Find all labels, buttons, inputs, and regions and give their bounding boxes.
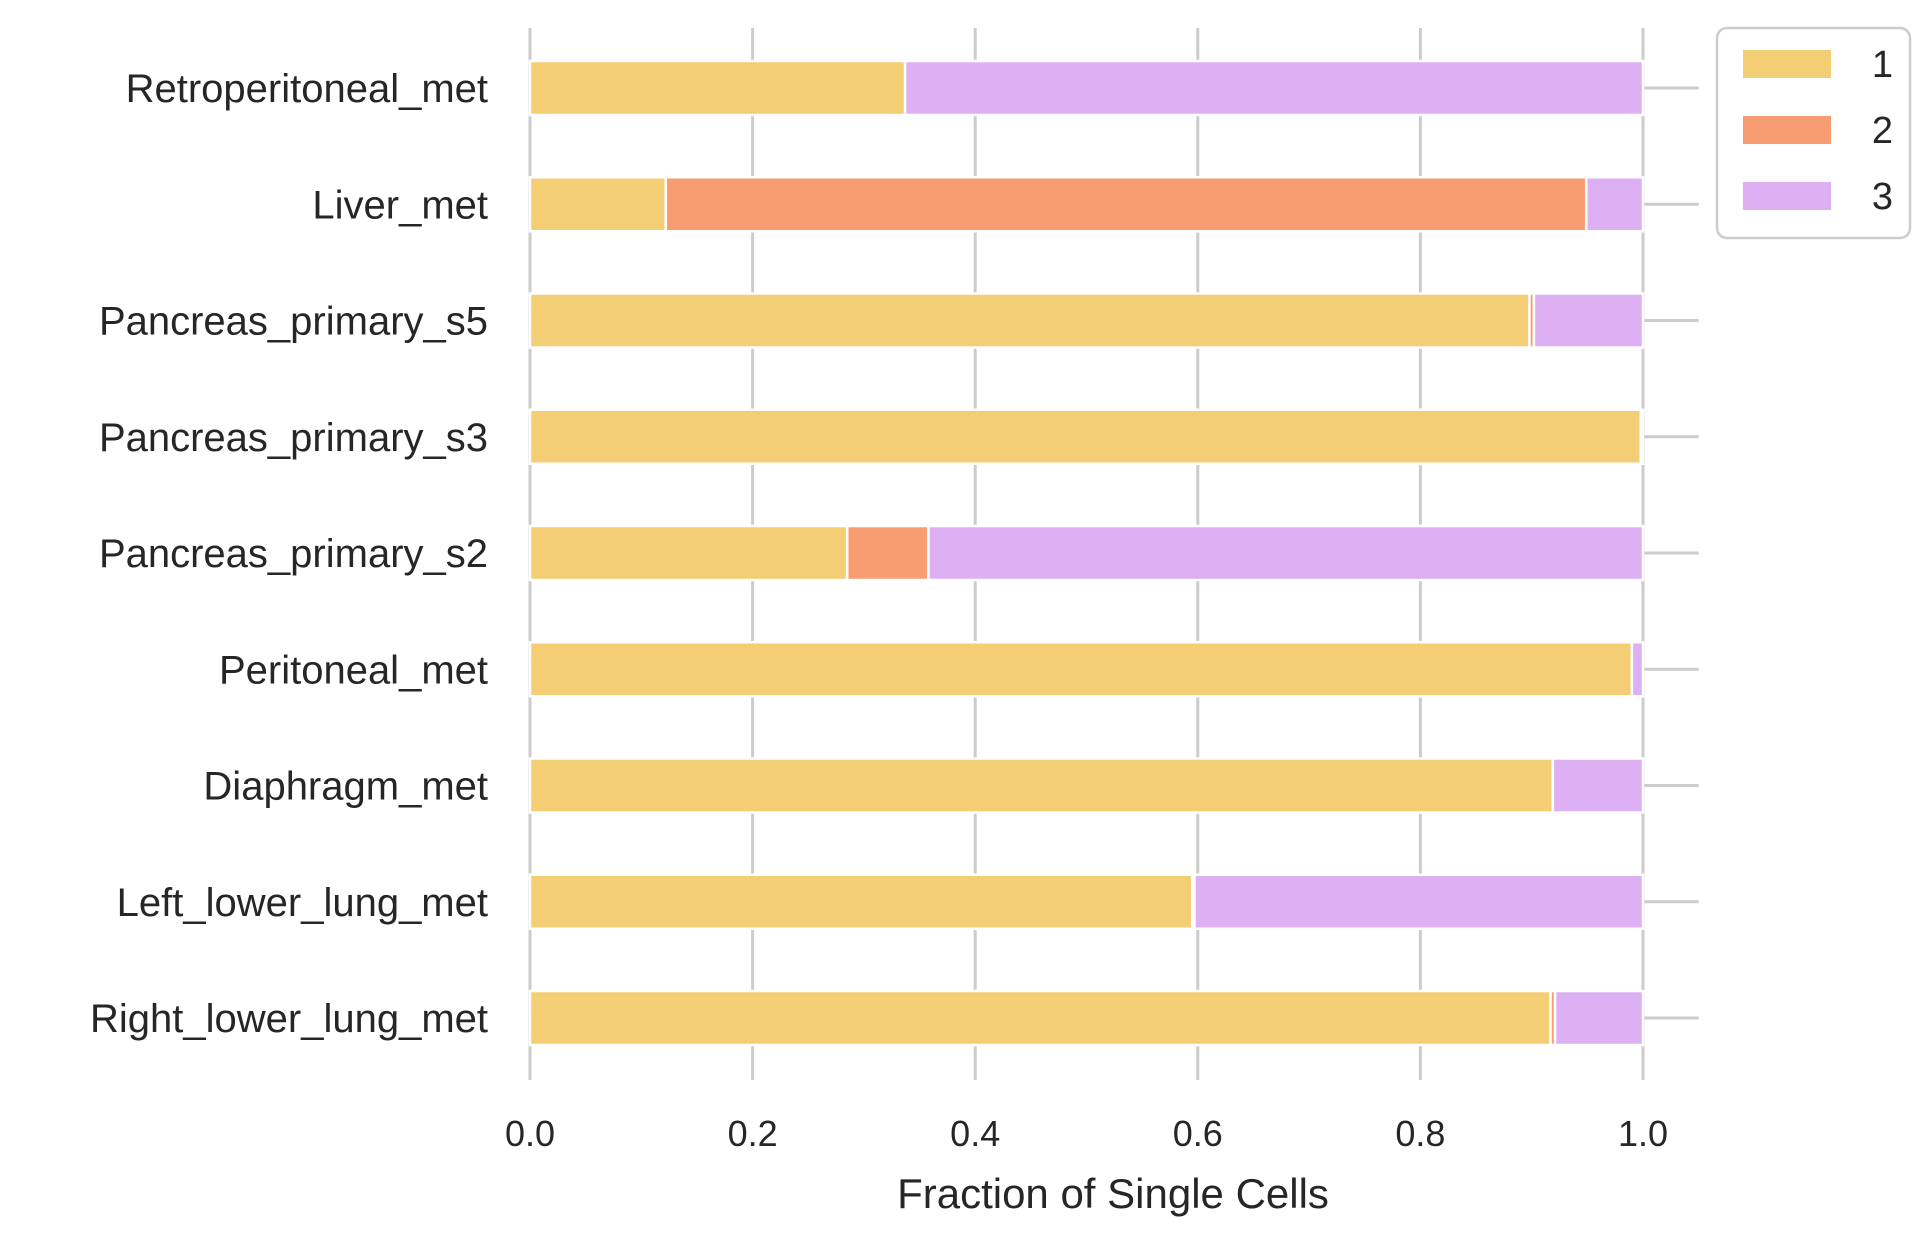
bar-segment-2: [845, 524, 930, 582]
bar-segment-3: [1639, 408, 1645, 465]
legend-swatch: [1743, 50, 1831, 78]
legend-swatch: [1743, 182, 1831, 210]
bar-segment-3: [1584, 176, 1645, 233]
bar-segment-3: [1551, 757, 1645, 814]
bar-segment-3: [1553, 989, 1645, 1047]
bar-segment-1: [528, 989, 1552, 1047]
legend-label: 3: [1872, 176, 1893, 218]
y-tick-label: Left_lower_lung_met: [117, 881, 488, 925]
bar-segment-3: [927, 524, 1645, 582]
bars-layer: [528, 59, 1645, 1047]
x-axis: 0.0 0.2 0.4 0.6 0.8 1.0: [505, 1113, 1668, 1154]
bar-segment-1: [528, 292, 1531, 349]
legend-label: 1: [1872, 44, 1893, 86]
x-tick-label: 0.4: [950, 1113, 1000, 1154]
bar-segment-3: [1532, 292, 1645, 349]
y-tick-label: Right_lower_lung_met: [90, 997, 488, 1041]
y-tick-label: Pancreas_primary_s2: [99, 532, 488, 576]
bar-segment-3: [1630, 641, 1645, 698]
category-labels: Retroperitoneal_met Liver_met Pancreas_pri…: [90, 67, 488, 1041]
x-tick-label: 0.0: [505, 1113, 555, 1154]
x-tick-label: 1.0: [1618, 1113, 1668, 1154]
y-tick-label: Diaphragm_met: [203, 765, 488, 809]
bar-segment-1: [528, 59, 907, 117]
bar-segment-1: [528, 524, 849, 582]
bar-segment-1: [528, 408, 1643, 465]
x-tick-label: 0.2: [728, 1113, 778, 1154]
legend-swatch: [1743, 116, 1831, 144]
y-tick-label: Retroperitoneal_met: [126, 67, 488, 111]
bar-segment-3: [1193, 873, 1645, 930]
y-tick-label: Peritoneal_met: [219, 648, 488, 692]
y-tick-label: Liver_met: [312, 183, 488, 227]
bar-segment-1: [528, 873, 1194, 930]
bar-segment-1: [528, 176, 668, 233]
legend-label: 2: [1872, 110, 1893, 152]
bar-segment-3: [903, 59, 1645, 117]
legend: 1 2 3: [1715, 26, 1912, 240]
x-axis-title: Fraction of Single Cells: [897, 1170, 1329, 1217]
x-tick-label: 0.6: [1173, 1113, 1223, 1154]
bar-segment-2: [664, 176, 1588, 233]
bar-segment-1: [528, 641, 1634, 698]
x-tick-label: 0.8: [1395, 1113, 1445, 1154]
y-tick-label: Pancreas_primary_s3: [99, 416, 488, 460]
y-tick-label: Pancreas_primary_s5: [99, 300, 488, 344]
bar-segment-1: [528, 757, 1555, 814]
